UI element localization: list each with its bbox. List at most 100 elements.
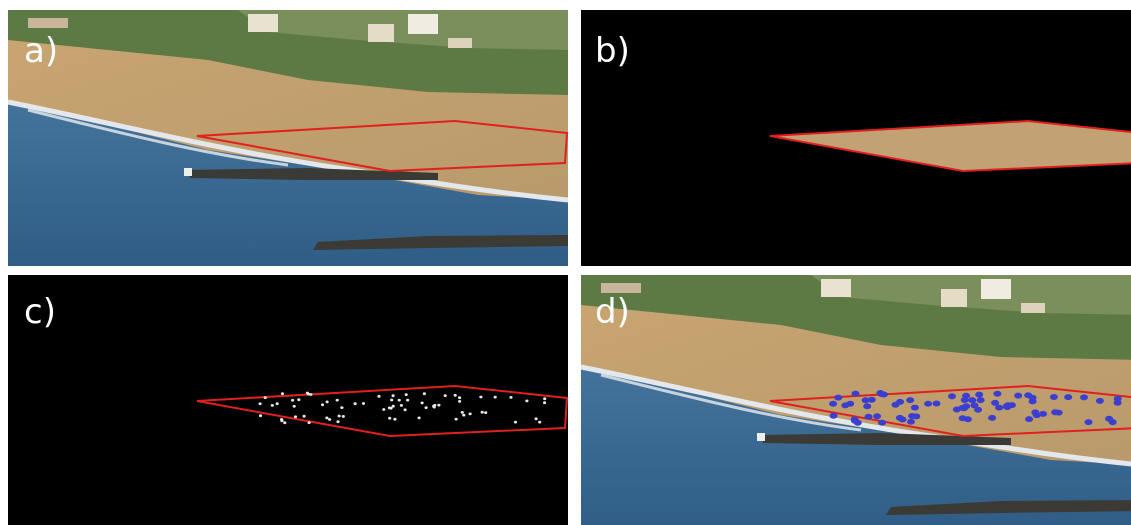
detection [306, 392, 309, 395]
detection [868, 397, 876, 403]
detection [1096, 398, 1104, 404]
panel-label: b) [595, 31, 630, 71]
detection [1080, 394, 1088, 400]
detection [1025, 416, 1033, 422]
detection [276, 402, 279, 405]
detection [962, 403, 970, 409]
detection [400, 404, 403, 407]
detection [342, 415, 345, 418]
detection [484, 411, 487, 414]
detection [283, 421, 286, 424]
detection [336, 420, 339, 423]
panel-label: d) [595, 292, 630, 332]
detection [303, 415, 306, 418]
detection [362, 402, 365, 405]
detection [418, 417, 421, 420]
detection [393, 418, 396, 421]
panel-c: c) [8, 275, 568, 525]
panel-b: b) [581, 10, 1131, 266]
detection [398, 399, 401, 402]
detection [326, 401, 329, 404]
detection [494, 396, 497, 399]
detection [388, 407, 391, 410]
detection [291, 399, 294, 402]
detection [455, 418, 458, 421]
detection [294, 415, 297, 418]
detection [852, 391, 860, 397]
detection [1050, 394, 1058, 400]
detection [1029, 398, 1037, 404]
detection [392, 405, 395, 408]
detection [968, 397, 976, 403]
detection [1085, 419, 1093, 425]
detection [405, 393, 408, 396]
detection [325, 417, 328, 420]
detection [948, 393, 956, 399]
detection [896, 415, 904, 421]
detection [906, 397, 914, 403]
detection [454, 394, 457, 397]
detection [1051, 409, 1059, 415]
detection [834, 395, 842, 401]
detection [993, 391, 1001, 397]
detection [458, 396, 461, 399]
detection [469, 413, 472, 416]
detection [264, 396, 267, 399]
detection [461, 411, 464, 414]
detection [830, 413, 838, 419]
detection [514, 421, 517, 424]
detection [259, 402, 262, 405]
detection [509, 396, 512, 399]
panel-label: a) [24, 31, 58, 71]
detection [271, 404, 274, 407]
page: a) b) c) d) (() => { const data = JSON.p… [0, 0, 1131, 525]
detection [964, 416, 972, 422]
detection [421, 402, 424, 405]
detection [458, 400, 461, 403]
detection [873, 413, 881, 419]
detection [390, 399, 393, 402]
detection [924, 401, 932, 407]
detection [975, 392, 983, 398]
panel-a: a) [8, 10, 568, 266]
detection [425, 406, 428, 409]
detection [1064, 394, 1072, 400]
detection [481, 411, 484, 414]
detection [293, 405, 296, 408]
detection [297, 398, 300, 401]
detection [392, 394, 395, 397]
detection [535, 417, 538, 420]
detection [444, 394, 447, 397]
detection [896, 399, 904, 405]
detection [433, 406, 436, 409]
detection [970, 402, 978, 408]
detection [406, 399, 409, 402]
detection [846, 401, 854, 407]
detection [437, 404, 440, 407]
detection [543, 397, 546, 400]
panel-d: d) [581, 275, 1131, 525]
detection [404, 408, 407, 411]
panel-label: c) [24, 292, 56, 332]
detection [340, 406, 343, 409]
detection [382, 408, 385, 411]
detection [854, 420, 862, 426]
detection [907, 419, 915, 425]
detection [1014, 393, 1022, 399]
detection [543, 401, 546, 404]
detection [863, 403, 871, 409]
detection [281, 392, 284, 395]
detection [525, 400, 528, 403]
detection [908, 413, 916, 419]
detection [1003, 404, 1011, 410]
detection [876, 390, 884, 396]
detection [829, 401, 837, 407]
detection [321, 403, 324, 406]
detection [462, 414, 465, 417]
detection [423, 392, 426, 395]
detection [1105, 416, 1113, 422]
detection [977, 397, 985, 403]
detection [280, 419, 283, 422]
detection [933, 401, 941, 407]
detection [1114, 400, 1122, 406]
